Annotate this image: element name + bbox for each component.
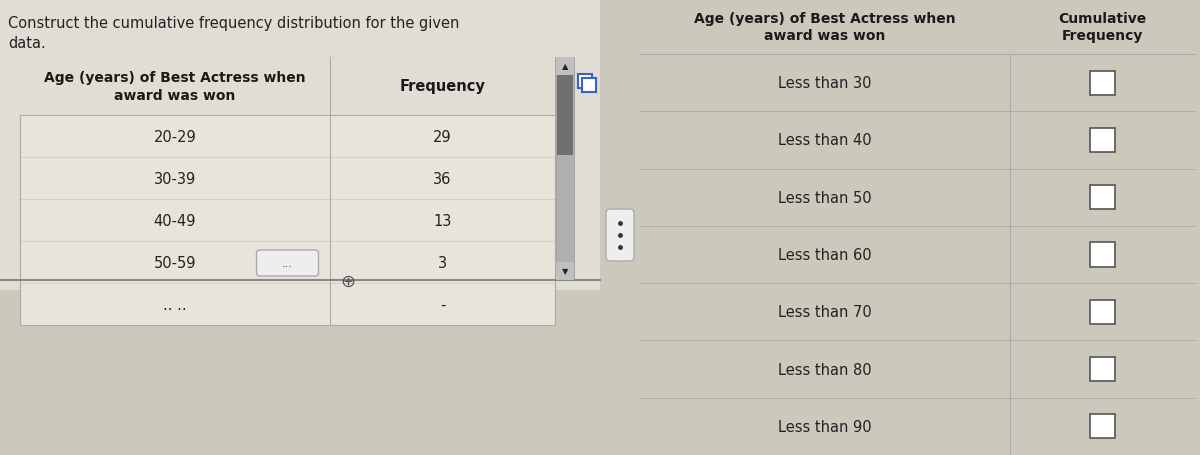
Text: data.: data.: [8, 36, 46, 51]
Bar: [556, 263, 574, 280]
Bar: [1091, 71, 1115, 96]
Text: Frequency: Frequency: [400, 79, 486, 94]
Bar: [20, 58, 554, 325]
Text: ▼: ▼: [562, 267, 569, 276]
Bar: [556, 58, 574, 280]
Bar: [0, 0, 600, 290]
Text: Less than 50: Less than 50: [778, 190, 872, 205]
Bar: [578, 75, 592, 89]
Text: 3: 3: [438, 255, 448, 270]
Text: Less than 30: Less than 30: [779, 76, 871, 91]
Text: Less than 80: Less than 80: [778, 362, 872, 377]
Bar: [1091, 243, 1115, 267]
Bar: [1091, 186, 1115, 210]
Bar: [1091, 129, 1115, 152]
Text: 29: 29: [433, 129, 452, 144]
Text: 20-29: 20-29: [154, 129, 197, 144]
Bar: [1091, 300, 1115, 324]
Bar: [556, 58, 574, 76]
Text: Age (years) of Best Actress when
award was won: Age (years) of Best Actress when award w…: [694, 12, 956, 43]
Text: 13: 13: [433, 213, 451, 228]
Text: 30-39: 30-39: [154, 171, 196, 186]
Text: -: -: [440, 297, 445, 312]
Bar: [20, 58, 554, 116]
FancyBboxPatch shape: [257, 250, 318, 276]
Bar: [635, 0, 1200, 455]
Bar: [582, 79, 596, 93]
Text: 36: 36: [433, 171, 451, 186]
Bar: [557, 76, 574, 156]
FancyBboxPatch shape: [606, 210, 634, 262]
Text: Cumulative
Frequency: Cumulative Frequency: [1058, 12, 1147, 43]
Text: ...: ...: [282, 258, 293, 268]
Bar: [1091, 415, 1115, 439]
Text: Less than 40: Less than 40: [778, 133, 872, 148]
Text: .. ..: .. ..: [163, 297, 187, 312]
Text: Construct the cumulative frequency distribution for the given: Construct the cumulative frequency distr…: [8, 16, 460, 31]
Text: Less than 70: Less than 70: [778, 304, 872, 319]
Text: 40-49: 40-49: [154, 213, 197, 228]
Text: Less than 60: Less than 60: [778, 248, 872, 263]
Text: ▲: ▲: [562, 62, 569, 71]
Text: 50-59: 50-59: [154, 255, 197, 270]
Text: Less than 90: Less than 90: [778, 419, 872, 434]
Text: ⊕: ⊕: [340, 273, 355, 290]
Bar: [1091, 357, 1115, 381]
Text: Age (years) of Best Actress when
award was won: Age (years) of Best Actress when award w…: [44, 71, 306, 102]
